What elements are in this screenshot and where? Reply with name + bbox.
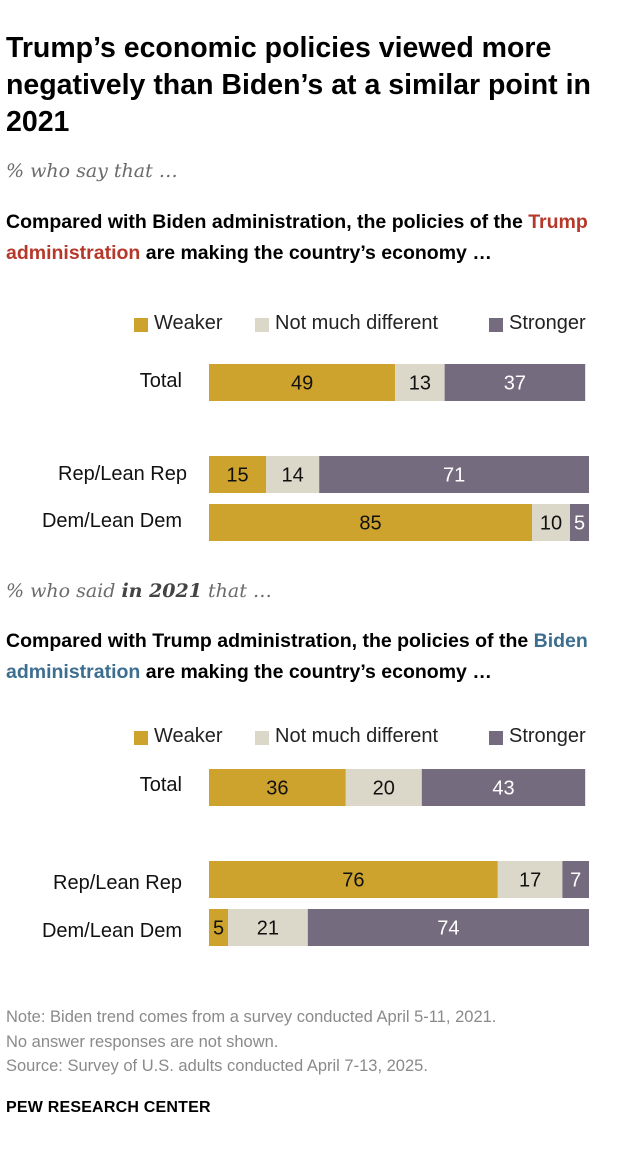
- panel2-data-label-row2-weaker: 5: [213, 918, 224, 940]
- panel2-subtitle: % who said in 2021 that …: [6, 580, 272, 602]
- panel1-data-label-row0-weaker: 49: [291, 373, 313, 395]
- panel2-bar-row1-stronger: [562, 861, 589, 898]
- panel1-bar-row0-not-much-different: [395, 364, 445, 401]
- note-line-3: Source: Survey of U.S. adults conducted …: [6, 1057, 428, 1075]
- panel1-bar-row1-not-much-different: [266, 456, 320, 493]
- legend-label-not-much-different: Not much different: [275, 312, 439, 334]
- panel2-row-label-rep: Rep/Lean Rep: [53, 872, 182, 894]
- panel1-heading: Compared with Biden administration, the …: [6, 207, 616, 269]
- panel2-bar-row2-weaker: [209, 909, 228, 946]
- panel1-row-label-dem: Dem/Lean Dem: [41, 510, 182, 532]
- panel1-bar-row0-stronger: [444, 364, 586, 401]
- panel1-legend: Weaker Not much different Stronger: [0, 312, 620, 338]
- panel1-data-label-row2-stronger: 5: [574, 513, 585, 535]
- panel1-bar-row1-weaker: [209, 456, 266, 493]
- legend-swatch-stronger: [489, 318, 503, 332]
- legend-label-stronger: Stronger: [509, 725, 586, 747]
- panel1-bar-row1-stronger: [319, 456, 589, 493]
- panel1-data-label-row0-not-much-different: 13: [409, 373, 431, 395]
- panel1-data-label-row0-stronger: 37: [504, 373, 526, 395]
- brand-logo-text: PEW RESEARCH CENTER: [6, 1099, 211, 1116]
- legend-label-not-much-different: Not much different: [275, 725, 439, 747]
- panel1-heading-highlight: Trump administration: [6, 211, 588, 264]
- panel2-data-label-row0-weaker: 36: [266, 778, 288, 800]
- panel1-data-label-row1-weaker: 15: [226, 465, 248, 487]
- chart-notes: Note: Biden trend comes from a survey co…: [6, 1005, 496, 1079]
- legend-swatch-stronger: [489, 731, 503, 745]
- panel2-bar-row0-stronger: [421, 769, 586, 806]
- chart-title: Trump’s economic policies viewed more ne…: [6, 32, 591, 138]
- legend-swatch-not-much-different: [255, 318, 269, 332]
- panel2-heading-highlight: Biden administration: [6, 630, 588, 683]
- panel2-data-label-row2-not-much-different: 21: [257, 918, 279, 940]
- panel2-row-label-total: Total: [139, 774, 182, 796]
- panel2-bar-chart: 36 20 43 76 17 7 5 21 74: [209, 769, 589, 946]
- panel2-data-label-row1-not-much-different: 17: [519, 870, 541, 892]
- legend-swatch-not-much-different: [255, 731, 269, 745]
- panel2-heading-pre: Compared with Trump administration, the …: [6, 630, 534, 652]
- panel1-heading-pre: Compared with Biden administration, the …: [6, 211, 529, 233]
- panel2-data-label-row1-weaker: 76: [342, 870, 364, 892]
- panel2-data-label-row0-stronger: 43: [492, 778, 514, 800]
- panel2-bar-row0-not-much-different: [345, 769, 422, 806]
- panel1-data-label-row1-stronger: 71: [443, 465, 465, 487]
- legend-swatch-weaker: [134, 318, 148, 332]
- panel1-subtitle: % who say that …: [6, 160, 178, 182]
- panel2-data-label-row2-stronger: 74: [437, 918, 459, 940]
- panel2-data-label-row1-stronger: 7: [570, 870, 581, 892]
- legend-swatch-weaker: [134, 731, 148, 745]
- panel2-row-label-dem: Dem/Lean Dem: [41, 920, 182, 942]
- panel1-heading-post: are making the country’s economy …: [140, 242, 492, 264]
- panel1-bar-chart: 49 13 37 15 14 71 85 10 5: [209, 364, 589, 541]
- legend-label-weaker: Weaker: [154, 312, 223, 334]
- note-line-2: No answer responses are not shown.: [6, 1032, 279, 1051]
- panel2-data-label-row0-not-much-different: 20: [373, 778, 395, 800]
- panel2-subtitle-post: that …: [201, 580, 272, 602]
- panel1-row-label-total: Total: [139, 370, 182, 392]
- note-line-1: Note: Biden trend comes from a survey co…: [6, 1008, 497, 1026]
- panel1-data-label-row1-not-much-different: 14: [281, 465, 303, 487]
- panel1-bar-row2-not-much-different: [532, 504, 570, 541]
- panel2-bar-row2-stronger: [307, 909, 589, 946]
- panel2-bar-row1-not-much-different: [497, 861, 563, 898]
- panel2-heading: Compared with Trump administration, the …: [6, 626, 616, 688]
- panel2-bar-row2-not-much-different: [228, 909, 308, 946]
- panel2-subtitle-pre: % who said: [6, 580, 122, 602]
- panel2-bar-row0-weaker: [209, 769, 346, 806]
- panel2-subtitle-bold: in 2021: [121, 580, 202, 602]
- panel2-bar-row1-weaker: [209, 861, 498, 898]
- panel1-bar-row2-stronger: [570, 504, 589, 541]
- panel1-row-label-rep: Rep/Lean Rep: [58, 463, 187, 485]
- legend-label-weaker: Weaker: [154, 725, 223, 747]
- panel2-legend: Weaker Not much different Stronger: [0, 725, 620, 751]
- legend-label-stronger: Stronger: [509, 312, 586, 334]
- panel1-bar-row0-weaker: [209, 364, 396, 401]
- panel1-data-label-row2-not-much-different: 10: [540, 513, 562, 535]
- panel1-data-label-row2-weaker: 85: [359, 513, 381, 535]
- panel2-heading-post: are making the country’s economy …: [140, 661, 492, 683]
- panel1-bar-row2-weaker: [209, 504, 532, 541]
